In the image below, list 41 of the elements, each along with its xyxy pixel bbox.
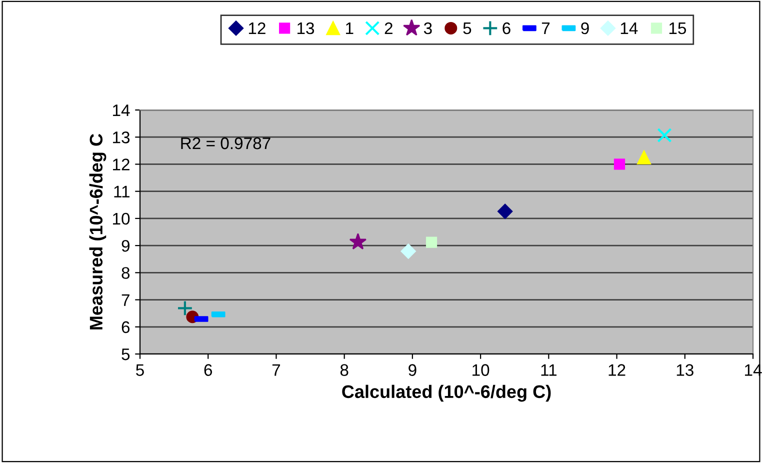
x-tick-label: 9 <box>408 364 416 376</box>
y-tick-label: 9 <box>122 240 130 252</box>
y-tick-label: 13 <box>113 132 130 144</box>
y-tick-label: 7 <box>122 294 130 306</box>
y-tick-label: 6 <box>122 321 130 334</box>
x-axis-title: Calculated (10^-6/deg C) <box>342 384 551 402</box>
y-tick-label: 11 <box>114 186 130 198</box>
y-tick-label: 8 <box>122 267 130 279</box>
legend-label: 15 <box>669 22 686 34</box>
y-tick-label: 14 <box>113 104 130 116</box>
y-tick-label: 10 <box>113 212 130 225</box>
x-tick-label: 8 <box>340 364 348 376</box>
legend-label: 6 <box>502 22 510 34</box>
x-tick-label: 7 <box>272 364 280 376</box>
x-tick-label: 11 <box>541 364 557 376</box>
point <box>614 158 626 170</box>
x-tick-label: 5 <box>136 364 144 376</box>
legend-label: 3 <box>424 22 432 34</box>
point <box>498 204 513 219</box>
legend-label: 13 <box>297 22 314 34</box>
x-tick-label: 12 <box>608 364 626 376</box>
x-tick-label: 10 <box>472 364 490 376</box>
y-tick-label: 5 <box>122 348 130 360</box>
y-axis-title: Measured (10^-6/deg C <box>89 134 106 330</box>
legend-label: 7 <box>542 22 550 34</box>
legend-label: 14 <box>620 22 638 34</box>
x-tick-label: 13 <box>676 364 694 376</box>
legend-label: 5 <box>463 22 472 34</box>
point <box>176 300 193 316</box>
point <box>400 244 416 259</box>
annotation: R2 = 0.9787 <box>181 137 270 150</box>
legend-label: 1 <box>346 22 354 34</box>
point <box>426 236 438 248</box>
legend-label: 9 <box>581 22 589 34</box>
point <box>637 150 651 164</box>
point <box>349 233 367 250</box>
y-tick-label: 12 <box>113 158 130 170</box>
legend-label: 12 <box>248 22 266 34</box>
point <box>657 128 672 143</box>
legend-label: 2 <box>384 22 392 34</box>
x-tick-label: 6 <box>204 364 212 376</box>
